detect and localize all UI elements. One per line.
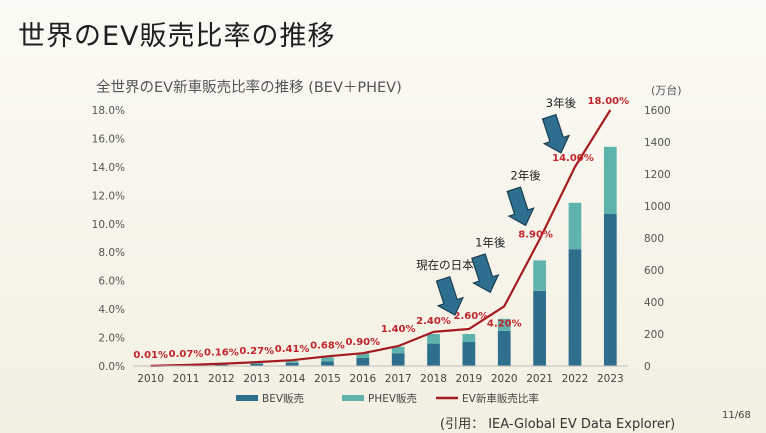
line-ev-ratio bbox=[150, 109, 612, 367]
bar-bev-2020 bbox=[497, 330, 511, 366]
bar-phev-2015 bbox=[321, 357, 334, 362]
bar-bev-2017 bbox=[391, 353, 405, 366]
data-label-2016: 0.90% bbox=[345, 337, 380, 348]
bar-phev-2021 bbox=[533, 260, 546, 291]
bar-phev-2018 bbox=[427, 334, 440, 344]
annotation-label: 1年後 bbox=[475, 235, 506, 249]
x-tick-label: 2022 bbox=[562, 373, 589, 385]
line-layer bbox=[150, 109, 612, 367]
y-right-tick-label: 1000 bbox=[644, 201, 671, 213]
annotation-label: 2年後 bbox=[510, 168, 541, 182]
data-label-2019: 2.60% bbox=[454, 311, 489, 322]
bar-phev-2017 bbox=[391, 346, 405, 354]
citation: (引用： IEA-Global EV Data Explorer) bbox=[440, 417, 676, 432]
y-right-tick-label: 1400 bbox=[644, 137, 671, 149]
y-left-tick-label: 18.0% bbox=[92, 105, 125, 117]
data-label-2011: 0.07% bbox=[169, 349, 204, 360]
y-left-tick-label: 6.0% bbox=[98, 276, 125, 288]
bar-bev-2018 bbox=[427, 343, 440, 366]
bar-bev-2016 bbox=[356, 358, 370, 366]
x-tick-label: 2023 bbox=[597, 373, 624, 385]
bar-phev-2022 bbox=[568, 202, 582, 250]
x-tick-label: 2021 bbox=[526, 373, 553, 385]
x-tick-label: 2014 bbox=[279, 373, 306, 385]
bar-bev-2014 bbox=[285, 362, 299, 366]
annotation-label: 3年後 bbox=[546, 96, 577, 110]
legend-label: BEV販売 bbox=[262, 392, 304, 405]
legend-item: PHEV販売 bbox=[342, 392, 417, 405]
y-right-tick-label: 0 bbox=[644, 361, 651, 373]
bar-bev-2022 bbox=[568, 249, 582, 366]
annotation-arrow-down-icon bbox=[506, 186, 535, 227]
bar-phev-2013 bbox=[250, 362, 264, 364]
bar-bev-2023 bbox=[603, 214, 617, 366]
data-label-2018: 2.40% bbox=[416, 316, 451, 327]
bar-phev-2014 bbox=[285, 361, 299, 363]
bar-phev-2016 bbox=[356, 353, 370, 358]
bar-bev-2012 bbox=[215, 364, 228, 366]
y-left-tick-label: 16.0% bbox=[92, 133, 125, 145]
x-tick-label: 2020 bbox=[491, 373, 518, 385]
x-tick-label: 2015 bbox=[314, 373, 341, 385]
legend: BEV販売 PHEV販売 EV新車販売比率 bbox=[236, 392, 539, 405]
y-right-tick-label: 600 bbox=[644, 265, 664, 277]
data-label-2022: 14.00% bbox=[552, 153, 594, 164]
data-label-2020: 4.20% bbox=[487, 318, 522, 329]
x-tick-label: 2012 bbox=[208, 373, 235, 385]
data-label-2010: 0.01% bbox=[133, 350, 168, 361]
y-right-tick-label: 1200 bbox=[644, 169, 671, 181]
y-left-tick-label: 12.0% bbox=[92, 190, 125, 202]
y-left-tick-label: 14.0% bbox=[92, 162, 125, 174]
x-tick-label: 2018 bbox=[420, 373, 447, 385]
page-number: 11/68 bbox=[722, 410, 751, 421]
x-tick-label: 2011 bbox=[173, 373, 200, 385]
annotation-arrow-down-icon bbox=[541, 113, 571, 154]
data-label-2017: 1.40% bbox=[381, 324, 416, 335]
annotation-arrow-down-icon bbox=[435, 275, 465, 316]
slide-title: 世界のEV販売比率の推移 bbox=[18, 21, 336, 52]
y-left-tick-label: 8.0% bbox=[98, 247, 125, 259]
data-label-2013: 0.27% bbox=[239, 346, 274, 357]
bar-bev-2013 bbox=[250, 363, 264, 366]
bar-layer bbox=[144, 146, 617, 366]
y-right-tick-label: 800 bbox=[644, 233, 664, 245]
bar-phev-2019 bbox=[462, 334, 476, 342]
bar-bev-2015 bbox=[321, 361, 334, 366]
y-right-tick-label: 400 bbox=[644, 297, 664, 309]
bar-bev-2019 bbox=[462, 342, 476, 366]
bar-phev-2023 bbox=[603, 146, 617, 214]
x-tick-label: 2013 bbox=[243, 373, 270, 385]
chart-title: 全世界のEV新車販売比率の推移 (BEV＋PHEV) bbox=[96, 80, 402, 96]
legend-label: EV新車販売比率 bbox=[462, 392, 539, 405]
legend-swatch bbox=[236, 395, 258, 401]
axes-layer: 0.0% 2.0% 4.0% 6.0% 8.0% 10.0% 12.0% 14.0% 16.0%… bbox=[92, 105, 671, 385]
y-right-tick-label: 1600 bbox=[644, 105, 671, 117]
data-label-layer: 0.01% 0.07% 0.16% 0.27% 0.41% 0.68% 0.90%1.40%… bbox=[133, 96, 629, 361]
legend-swatch bbox=[342, 395, 364, 401]
data-label-2014: 0.41% bbox=[275, 344, 310, 355]
x-tick-label: 2017 bbox=[385, 373, 412, 385]
y-left-tick-label: 2.0% bbox=[98, 333, 125, 345]
y-left-tick-label: 10.0% bbox=[92, 219, 125, 231]
annotation-label: 現在の日本 bbox=[416, 258, 474, 272]
x-tick-label: 2016 bbox=[349, 373, 376, 385]
bar-phev-2020 bbox=[497, 318, 511, 331]
y-right-tick-label: 200 bbox=[644, 329, 664, 341]
annotation-arrow-down-icon bbox=[471, 253, 500, 294]
y-left-tick-label: 0.0% bbox=[98, 361, 125, 373]
legend-item: EV新車販売比率 bbox=[436, 392, 539, 405]
data-label-2012: 0.16% bbox=[204, 348, 239, 359]
y-left-tick-label: 4.0% bbox=[98, 304, 125, 316]
x-tick-label: 2019 bbox=[456, 373, 483, 385]
legend-item: BEV販売 bbox=[236, 392, 304, 405]
x-tick-label: 2010 bbox=[137, 373, 164, 385]
right-axis-unit: (万台) bbox=[651, 84, 682, 97]
data-label-2021: 8.90% bbox=[518, 229, 553, 240]
legend-label: PHEV販売 bbox=[368, 392, 417, 405]
data-label-2015: 0.68% bbox=[310, 340, 345, 351]
bar-bev-2021 bbox=[533, 290, 546, 366]
data-label-2023: 18.00% bbox=[587, 96, 629, 107]
